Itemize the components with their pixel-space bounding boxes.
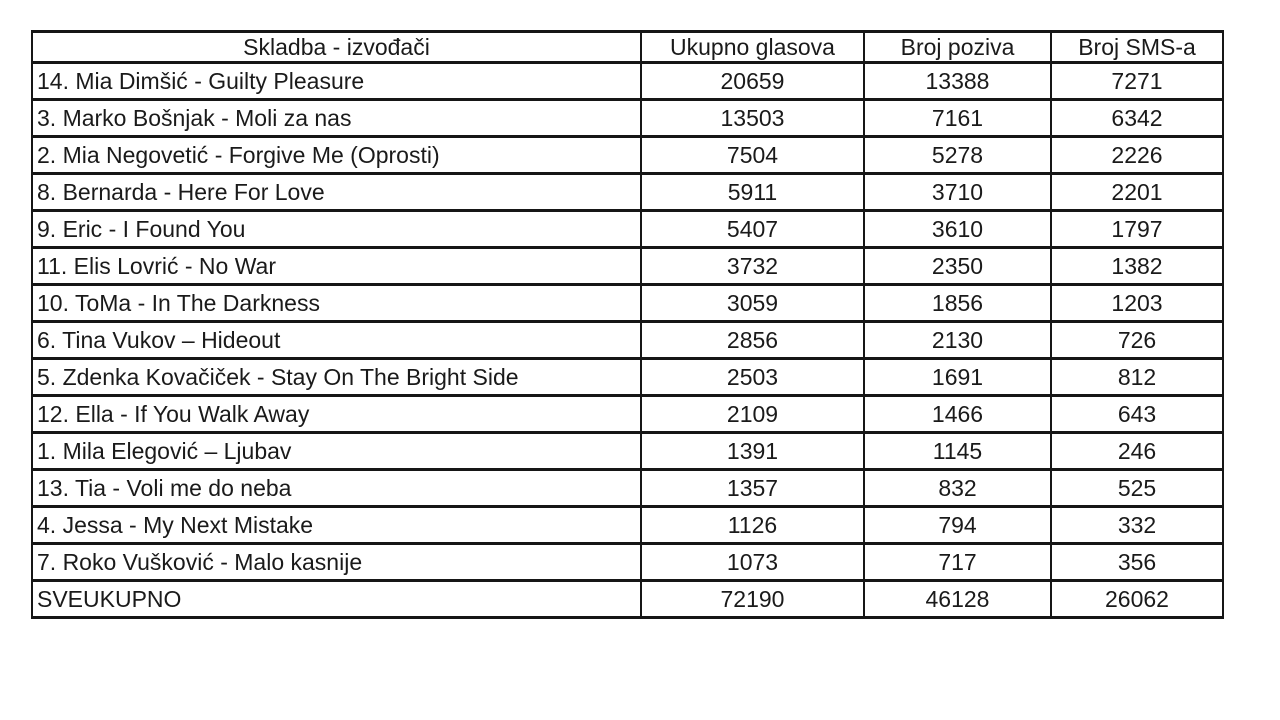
total-votes-cell: 20659 [640,61,865,101]
table-row: 11. Elis Lovrić - No War 3732 2350 1382 [31,246,1224,286]
calls-cell: 5278 [863,135,1052,175]
col-header-song: Skladba - izvođači [31,30,642,64]
calls-cell: 717 [863,542,1052,582]
voting-results-table: Skladba - izvođači Ukupno glasova Broj p… [31,30,1224,619]
col-header-total-votes: Ukupno glasova [640,30,865,64]
table-row: 14. Mia Dimšić - Guilty Pleasure 20659 1… [31,61,1224,101]
calls-cell: 3610 [863,209,1052,249]
table-row: 6. Tina Vukov – Hideout 2856 2130 726 [31,320,1224,360]
total-votes-cell: 1391 [640,431,865,471]
song-cell: 6. Tina Vukov – Hideout [31,320,642,360]
total-votes-cell: 1126 [640,505,865,545]
col-header-sms: Broj SMS-a [1050,30,1224,64]
song-cell: 9. Eric - I Found You [31,209,642,249]
sms-cell: 356 [1050,542,1224,582]
sms-cell: 726 [1050,320,1224,360]
sms-cell: 643 [1050,394,1224,434]
sms-cell: 246 [1050,431,1224,471]
song-cell: 13. Tia - Voli me do neba [31,468,642,508]
table-row: 9. Eric - I Found You 5407 3610 1797 [31,209,1224,249]
calls-cell: 13388 [863,61,1052,101]
song-cell: 2. Mia Negovetić - Forgive Me (Oprosti) [31,135,642,175]
total-votes-cell: 7504 [640,135,865,175]
total-votes-cell: 5407 [640,209,865,249]
sms-cell: 1382 [1050,246,1224,286]
song-cell: 3. Marko Bošnjak - Moli za nas [31,98,642,138]
song-cell: 8. Bernarda - Here For Love [31,172,642,212]
sms-sum-cell: 26062 [1050,579,1224,619]
calls-cell: 7161 [863,98,1052,138]
total-votes-cell: 2503 [640,357,865,397]
total-row: SVEUKUPNO 72190 46128 26062 [31,579,1224,619]
song-cell: 1. Mila Elegović – Ljubav [31,431,642,471]
table-row: 12. Ella - If You Walk Away 2109 1466 64… [31,394,1224,434]
song-cell: 7. Roko Vušković - Malo kasnije [31,542,642,582]
song-cell: 4. Jessa - My Next Mistake [31,505,642,545]
song-cell: 10. ToMa - In The Darkness [31,283,642,323]
calls-cell: 1856 [863,283,1052,323]
table-row: 1. Mila Elegović – Ljubav 1391 1145 246 [31,431,1224,471]
calls-cell: 1145 [863,431,1052,471]
table-row: 13. Tia - Voli me do neba 1357 832 525 [31,468,1224,508]
song-cell: 5. Zdenka Kovačiček - Stay On The Bright… [31,357,642,397]
total-votes-cell: 2109 [640,394,865,434]
sms-cell: 332 [1050,505,1224,545]
total-votes-cell: 3732 [640,246,865,286]
calls-cell: 3710 [863,172,1052,212]
calls-cell: 832 [863,468,1052,508]
song-cell: 14. Mia Dimšić - Guilty Pleasure [31,61,642,101]
sms-cell: 7271 [1050,61,1224,101]
table-row: 3. Marko Bošnjak - Moli za nas 13503 716… [31,98,1224,138]
total-votes-cell: 2856 [640,320,865,360]
calls-cell: 1466 [863,394,1052,434]
table-row: 10. ToMa - In The Darkness 3059 1856 120… [31,283,1224,323]
sms-cell: 1203 [1050,283,1224,323]
sms-cell: 1797 [1050,209,1224,249]
col-header-calls: Broj poziva [863,30,1052,64]
sms-cell: 525 [1050,468,1224,508]
song-cell: 12. Ella - If You Walk Away [31,394,642,434]
sms-cell: 2226 [1050,135,1224,175]
calls-sum-cell: 46128 [863,579,1052,619]
total-votes-cell: 1073 [640,542,865,582]
table-row: 2. Mia Negovetić - Forgive Me (Oprosti) … [31,135,1224,175]
header-row: Skladba - izvođači Ukupno glasova Broj p… [31,30,1224,64]
table-row: 4. Jessa - My Next Mistake 1126 794 332 [31,505,1224,545]
total-votes-cell: 3059 [640,283,865,323]
calls-cell: 2350 [863,246,1052,286]
total-votes-cell: 13503 [640,98,865,138]
song-cell: 11. Elis Lovrić - No War [31,246,642,286]
calls-cell: 1691 [863,357,1052,397]
total-votes-sum-cell: 72190 [640,579,865,619]
calls-cell: 2130 [863,320,1052,360]
table-row: 5. Zdenka Kovačiček - Stay On The Bright… [31,357,1224,397]
total-votes-cell: 1357 [640,468,865,508]
sms-cell: 6342 [1050,98,1224,138]
table-row: 7. Roko Vušković - Malo kasnije 1073 717… [31,542,1224,582]
calls-cell: 794 [863,505,1052,545]
total-label-cell: SVEUKUPNO [31,579,642,619]
table-row: 8. Bernarda - Here For Love 5911 3710 22… [31,172,1224,212]
total-votes-cell: 5911 [640,172,865,212]
sms-cell: 812 [1050,357,1224,397]
sms-cell: 2201 [1050,172,1224,212]
